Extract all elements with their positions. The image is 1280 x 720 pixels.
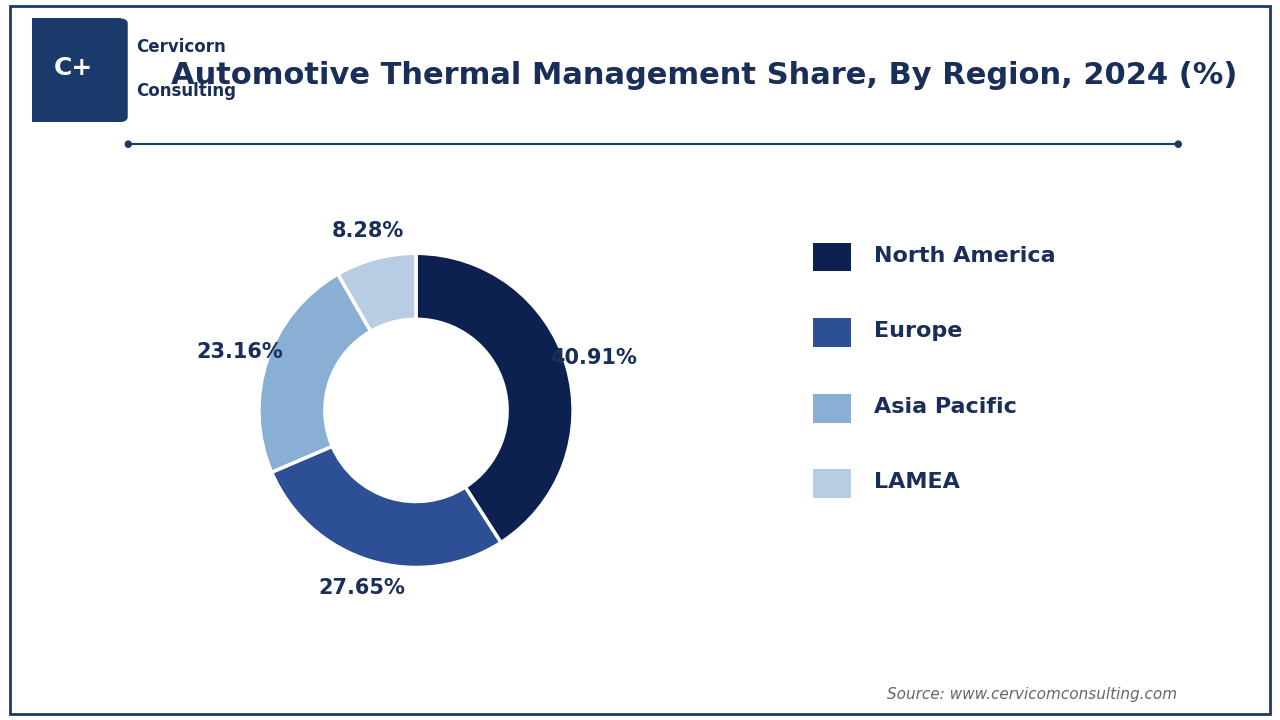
Text: Source: www.cervicomconsulting.com: Source: www.cervicomconsulting.com [887,688,1178,702]
Text: Asia Pacific: Asia Pacific [874,397,1018,417]
Text: Consulting: Consulting [137,82,237,100]
Text: 40.91%: 40.91% [550,348,637,368]
Text: LAMEA: LAMEA [874,472,960,492]
Text: ●: ● [124,139,132,149]
Wedge shape [271,446,500,567]
Wedge shape [416,253,573,543]
Text: C+: C+ [54,56,93,80]
Text: ●: ● [1174,139,1181,149]
Text: 27.65%: 27.65% [319,577,404,598]
Text: Automotive Thermal Management Share, By Region, 2024 (%): Automotive Thermal Management Share, By … [170,61,1238,90]
Text: Europe: Europe [874,321,963,341]
Wedge shape [259,274,371,472]
Text: 23.16%: 23.16% [197,341,284,361]
Wedge shape [338,253,416,331]
Text: North America: North America [874,246,1056,266]
Text: 8.28%: 8.28% [333,221,404,241]
Text: Cervicorn: Cervicorn [137,38,227,56]
FancyBboxPatch shape [23,18,128,122]
